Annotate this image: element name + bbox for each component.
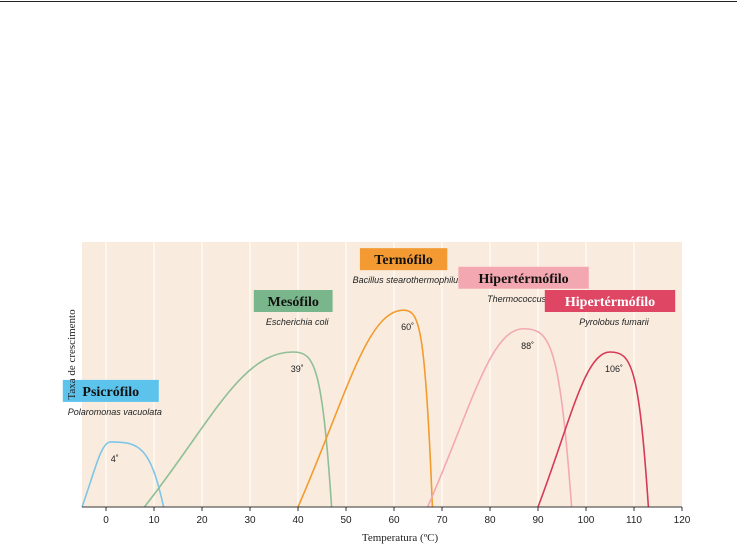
tick-label: 120 [674,515,691,526]
tick-label: 20 [196,515,208,526]
species-name-1: Escherichia coli [266,317,330,327]
species-name-4: Pyrolobus fumarii [579,317,650,327]
curve-1 [143,351,333,508]
peak-label-1: 39˚ [291,364,304,374]
tick-label: 10 [148,515,160,526]
species-name-3: Thermococcus celer [487,294,569,304]
category-box-4 [544,290,676,312]
category-name-0: Psicrófilo [82,385,139,400]
category-name-1: Mesófilo [268,295,319,310]
category-box-1 [253,290,333,312]
curve-3 [426,327,573,508]
curve-2 [297,309,434,508]
tick-label: 70 [436,515,448,526]
tick-label: 30 [244,515,256,526]
tick-label: 60 [388,515,400,526]
category-labels: 4˚ Psicrófilo Polaromonas vacuolata 39˚ Mesó… [62,248,676,464]
x-axis-title: Temperatura (ºC) [362,532,439,544]
peak-label-3: 88˚ [521,341,534,351]
x-tick-labels: 0 10 20 30 40 50 60 70 80 90 100 110 120 [103,507,691,526]
category-name-4: Hipertérmófilo [565,295,655,310]
tick-label: 90 [532,515,544,526]
tick-label: 0 [103,515,109,526]
tick-label: 80 [484,515,496,526]
tick-label: 40 [292,515,304,526]
top-rule [0,1,737,2]
category-box-3 [458,266,589,289]
tick-label: 110 [626,515,642,526]
curve-0 [81,441,165,508]
category-box-0 [62,379,159,402]
species-name-0: Polaromonas vacuolata [68,407,162,417]
peak-label-0: 4˚ [111,454,119,464]
peak-label-2: 60˚ [401,322,414,332]
category-name-2: Termófilo [374,253,433,268]
category-box-2 [359,248,448,271]
tick-label: 100 [578,515,595,526]
peak-label-4: 106˚ [605,364,623,374]
y-axis-title: Taxa de crescimento [66,309,78,400]
tick-label: 50 [340,515,352,526]
curve-4 [537,351,650,508]
species-name-2: Bacillus stearothermophilus [353,275,464,285]
curves-group [81,309,650,508]
category-name-3: Hipertérmófilo [479,272,569,287]
